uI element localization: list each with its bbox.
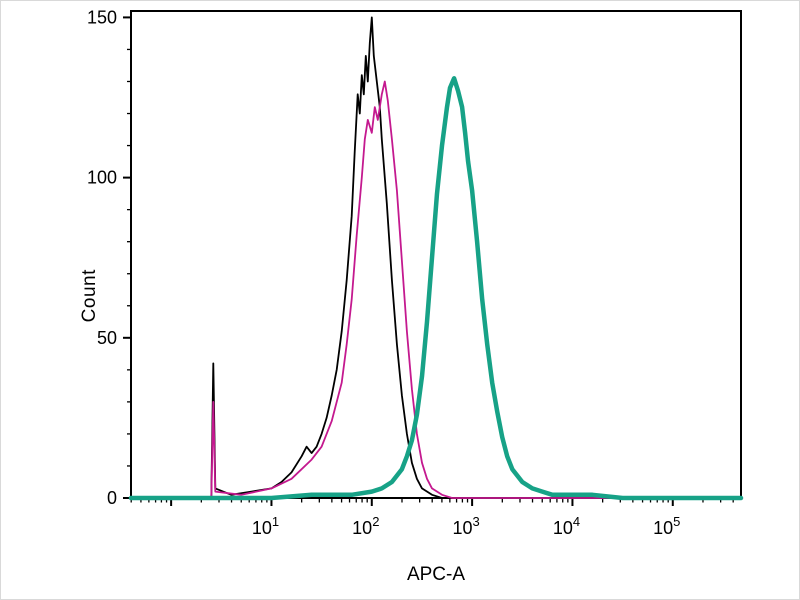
y-tick-label: 50 — [97, 328, 117, 348]
x-axis-label: APC-A — [406, 564, 466, 585]
x-tick-label: 101 — [252, 514, 279, 538]
y-tick-label: 100 — [87, 168, 117, 188]
curve-black — [130, 16, 742, 499]
curve-teal — [128, 76, 744, 501]
y-axis-ticks: 0 50 100 150 — [87, 7, 131, 508]
x-axis-ticks: 101 102 103 104 105 — [130, 498, 734, 538]
plot-border — [130, 10, 742, 499]
x-tick-label: 105 — [653, 514, 680, 538]
x-tick-label: 103 — [452, 514, 479, 538]
y-tick-label: 150 — [87, 7, 117, 27]
curve-magenta — [130, 80, 742, 499]
x-tick-label: 102 — [352, 514, 379, 538]
histogram-curves — [128, 16, 744, 501]
y-tick-label: 0 — [107, 488, 117, 508]
x-tick-label: 104 — [553, 514, 580, 538]
